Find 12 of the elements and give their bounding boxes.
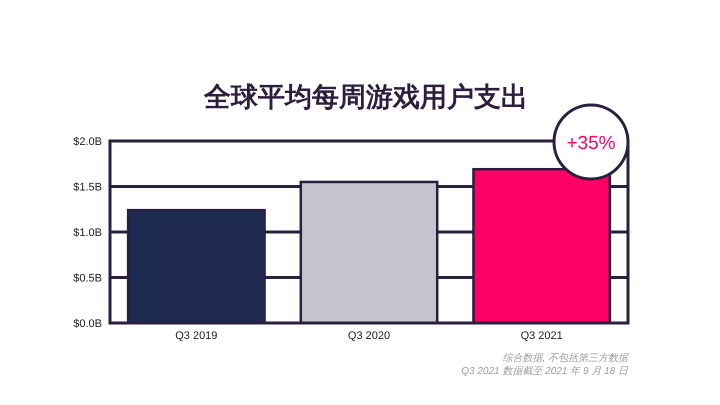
chart-title: 全球平均每周游戏用户支出	[203, 82, 528, 112]
y-tick-label: $0.5B	[73, 272, 102, 284]
text: Q3 2021 数据截至 2021 年 9 月 18 日	[461, 365, 629, 377]
x-tick-label: Q3 2021	[520, 330, 563, 342]
x-tick-label: Q3 2020	[348, 330, 390, 342]
y-tick-label: $1.5B	[73, 182, 102, 194]
x-tick-label: Q3 2019	[175, 330, 218, 342]
y-tick-label: $0.0B	[73, 318, 102, 330]
annotation: +35%	[566, 133, 616, 154]
y-tick-label: $1.0B	[73, 227, 102, 239]
y-tick-label: $2.0B	[73, 136, 102, 148]
text: 综合数据, 不包括第三方数据	[502, 352, 629, 364]
